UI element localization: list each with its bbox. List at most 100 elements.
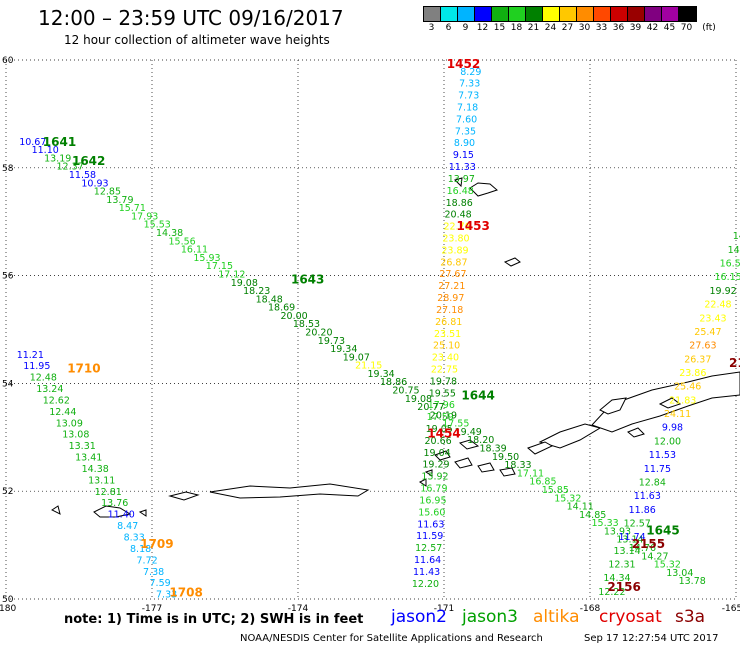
swh-value: 28.97 [437,293,464,304]
swh-value: 19.34 [367,369,394,380]
swh-value: 14.76 [629,543,656,554]
swh-value: 14.38 [82,464,109,475]
color-swatch-42 [645,7,662,21]
swh-value: 7.60 [456,114,477,125]
swh-value: 13.14 [613,546,640,557]
swh-value: 7.33 [459,79,480,90]
pass-time-label: 1453 [456,219,489,233]
swh-value: 13.24 [36,384,63,395]
pass-time-label: 1452 [447,57,480,71]
lon-tick-label: -177 [142,604,162,614]
island-chain-d [499,467,516,477]
swh-value: 19.55 [429,388,456,399]
rat-islands [168,491,200,501]
swh-value: 19.04 [423,448,450,459]
swh-value: 12.84 [639,478,666,489]
color-swatch-27 [560,7,577,21]
unimak-island [599,397,627,415]
swh-value: 11.10 [32,145,59,156]
color-swatch-3 [424,7,441,21]
pass-time-label: 1641 [43,135,76,149]
mission-s3a: s3a [675,607,706,627]
swh-value: 16.85 [529,477,556,488]
swh-value: 13.76 [101,498,128,509]
swh-value: 12.57 [415,543,442,554]
swh-value: 18.23 [243,286,270,297]
color-swatch-18 [509,7,526,21]
color-scale-tick: 24 [544,23,557,33]
swh-value: 13.14 [616,535,643,546]
color-scale-tick: 21 [527,23,540,33]
swh-value: 13.19 [44,153,71,164]
swh-value: 19.34 [330,344,357,355]
page-subtitle: 12 hour collection of altimeter wave hei… [64,33,330,47]
lat-tick-label: 54 [2,379,14,389]
swh-value: 12.20 [412,579,439,590]
swh-value: 17.12 [218,270,245,281]
legend-bar: note: 1) Time is in UTC; 2) SWH is in fe… [64,607,740,631]
st-lawrence-adjacent-island [503,257,521,267]
swh-value: 23.40 [432,353,459,364]
swh-value: 18.69 [268,303,295,314]
swh-value: 14.27 [641,551,668,562]
swh-value: 11.53 [649,450,676,461]
color-swatch-9 [458,7,475,21]
swh-value: 8.47 [117,521,138,532]
color-scale-unit: (ft) [702,23,716,33]
swh-value: 17.55 [442,419,469,430]
swh-value: 11.21 [17,350,44,361]
credit-text: NOAA/NESDIS Center for Satellite Applica… [240,633,543,644]
color-scale-tick: 70 [680,23,693,33]
sanak-islands [627,427,645,438]
swh-value: 20.00 [280,311,307,322]
color-scale-tick: 45 [663,23,676,33]
swh-value: 15.53 [144,220,171,231]
swh-value: 22.48 [704,300,731,311]
swh-value: 16.11 [181,245,208,256]
swh-value: 27.21 [438,281,465,292]
swh-value: 7.33 [156,590,177,601]
pass-time-label: 2156 [607,580,640,594]
swh-value: 27.18 [436,305,463,316]
swh-value: 11.74 [618,532,645,543]
swh-value: 15.32 [654,560,681,571]
swh-value: 18.86 [446,198,473,209]
swh-value: 11.75 [644,464,671,475]
commander-island [51,505,61,515]
color-swatch-36 [611,7,628,21]
swh-value: 20.19 [430,410,457,421]
swh-value: 26.87 [440,257,467,268]
islet-1 [138,509,147,517]
swh-value: 16.57 [720,259,740,270]
swh-value: 18.53 [293,319,320,330]
swh-value: 26.37 [684,354,711,365]
swh-value: 13.79 [106,195,133,206]
swh-value: 23.86 [679,368,706,379]
swh-value: 15.93 [193,253,220,264]
swh-value: 11.59 [416,531,443,542]
swh-value: 15.85 [542,485,569,496]
swh-value: 9.98 [662,423,683,434]
pass-time-label: 1710 [67,362,100,376]
swh-value: 20.20 [305,328,332,339]
coastline-layer [51,177,740,518]
swh-value: 8.33 [124,533,145,544]
color-scale-tick: 39 [629,23,642,33]
swh-value: 21.15 [355,361,382,372]
swh-value: 12.22 [598,587,625,598]
mission-cryosat: cryosat [599,607,662,627]
pass-time-label: 1642 [72,154,105,168]
swh-value: 16.15 [714,272,740,283]
swh-value: 14.34 [603,573,630,584]
swh-value: 25.47 [694,327,721,338]
swh-value: 13.93 [604,526,631,537]
island-chain-c [477,462,495,473]
swh-value: 12.44 [49,407,76,418]
pass-time-label: 2154 [729,356,740,370]
swh-value: 17.93 [131,211,158,222]
color-scale-tick: 18 [510,23,523,33]
swh-value: 13.11 [88,475,115,486]
swh-value: 12.37 [56,162,83,173]
swh-value: 19.05 [426,424,453,435]
swh-value: 18.33 [504,460,531,471]
